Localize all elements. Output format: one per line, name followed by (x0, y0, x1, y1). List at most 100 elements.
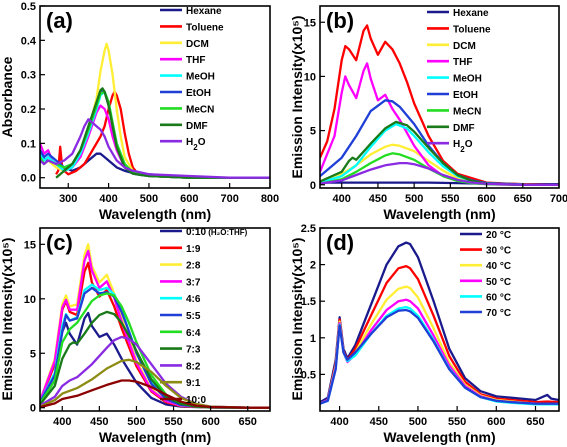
legend-label: MeCN (186, 104, 214, 115)
panel-0: 300 400 500 600 700 800 0.0 0.1 0.2 0.3 0.4 0.5 Wave… (0, 1, 279, 222)
panel-1: 400 450 500 550 600 650 700 0 5 10 15 Wavelength (n… (289, 5, 567, 222)
legend-label: 40 °C (486, 261, 511, 272)
legend-label: THF (186, 55, 205, 66)
x-tick-label: 550 (448, 416, 466, 428)
legend-label: MeOH (186, 72, 215, 83)
y-axis-title: Emission Intensity(x10⁵) (289, 16, 305, 179)
panel-label: (b) (326, 8, 354, 33)
x-tick-label: 300 (59, 193, 77, 205)
y-tick-label: 10 (24, 294, 36, 306)
y-tick-label: 15 (304, 17, 316, 29)
x-tick-label: 700 (550, 193, 567, 205)
series-line-4 (40, 90, 270, 179)
plot-frame (39, 5, 271, 189)
series-line-5 (320, 308, 559, 405)
legend-label: Hexane (453, 8, 489, 19)
y-tick-label: 15 (24, 239, 36, 251)
series-line-2 (40, 42, 270, 179)
y-tick-label: 0.3 (21, 70, 36, 82)
x-tick-label: 400 (333, 193, 351, 205)
legend-label: 5:5 (186, 311, 201, 322)
x-tick-label: 500 (140, 193, 158, 205)
plot-frame (39, 227, 271, 412)
legend-label: DMF (186, 121, 208, 132)
series-line-8 (40, 118, 270, 179)
y-tick-label: 1.5 (301, 296, 316, 308)
legend-label: MeCN (453, 106, 481, 117)
series-line-10 (40, 379, 270, 409)
y-tick-label: 0.0 (21, 173, 36, 185)
y-tick-label: 0.1 (21, 138, 36, 150)
legend-label: H2O (453, 139, 473, 154)
x-axis-title: Wavelength (nm) (99, 429, 211, 445)
x-tick-label: 550 (164, 416, 182, 428)
legend-label: 4:6 (186, 294, 201, 305)
legend-label: THF (453, 57, 472, 68)
series-line-1 (320, 24, 559, 186)
y-tick-label: 5 (30, 348, 36, 360)
y-tick-label: 0 (310, 180, 316, 192)
x-tick-label: 600 (487, 416, 505, 428)
legend-label: 50 °C (486, 277, 511, 288)
x-tick-label: 450 (90, 416, 108, 428)
legend-label: 6:4 (186, 328, 201, 339)
x-tick-label: 650 (239, 416, 257, 428)
x-tick-label: 400 (99, 193, 117, 205)
legend-label: Toluene (186, 22, 224, 33)
y-tick-label: 2.5 (301, 223, 316, 235)
series-line-0 (320, 241, 559, 404)
y-tick-label: 2 (310, 260, 316, 272)
y-tick-label: 0 (30, 403, 36, 415)
panel-label: (c) (46, 230, 73, 255)
y-axis-title: Emission Intensity(x10⁵) (289, 238, 305, 401)
legend-label: H2O (186, 137, 206, 152)
x-tick-label: 500 (127, 416, 145, 428)
legend-label: Toluene (453, 24, 491, 35)
panel-label: (a) (46, 8, 73, 33)
legend-label: 0:10 (H₂O:THF) (186, 227, 248, 238)
legend-label: 30 °C (486, 246, 511, 257)
legend-label: 70 °C (486, 308, 511, 319)
x-tick-label: 400 (53, 416, 71, 428)
series-line-7 (40, 310, 270, 409)
legend-label: 10:0 (186, 395, 206, 406)
y-tick-label: 5 (310, 126, 316, 138)
x-tick-label: 600 (201, 416, 219, 428)
legend-label: 7:3 (186, 345, 201, 356)
legend-label: 2:8 (186, 261, 201, 272)
legend-label: 60 °C (486, 292, 511, 303)
y-axis-title: Emission Intensity(x10⁵) (0, 238, 15, 401)
legend-label: 3:7 (186, 277, 201, 288)
legend-label: Hexane (186, 6, 222, 17)
y-tick-label: 0.4 (21, 35, 37, 47)
series-line-1 (320, 264, 559, 405)
legend-label: 8:2 (186, 361, 201, 372)
plot-frame (319, 5, 560, 189)
legend-label: DMF (453, 123, 475, 134)
x-tick-label: 600 (180, 193, 198, 205)
series-line-8 (320, 161, 559, 186)
legend-label: EtOH (453, 90, 478, 101)
plot-frame (319, 227, 560, 412)
y-tick-label: 0.5 (301, 369, 316, 381)
legend-label: EtOH (186, 88, 211, 99)
legend-label: DCM (453, 41, 476, 52)
panel-label: (d) (326, 230, 354, 255)
x-tick-label: 550 (441, 193, 459, 205)
y-tick-label: 0.2 (21, 104, 36, 116)
panel-2: 400 450 500 550 600 650 0 5 10 15 Wavelength (nm) E… (0, 227, 271, 445)
y-tick-label: 10 (304, 71, 316, 83)
x-tick-label: 450 (370, 416, 388, 428)
x-axis-title: Wavelength (nm) (99, 206, 211, 222)
x-axis-title: Wavelength (nm) (383, 206, 495, 222)
x-tick-label: 450 (369, 193, 387, 205)
x-tick-label: 700 (220, 193, 238, 205)
x-tick-label: 600 (477, 193, 495, 205)
series-line-3 (40, 104, 270, 179)
x-tick-label: 400 (330, 416, 348, 428)
legend-label: 20 °C (486, 230, 511, 241)
legend-label: 9:1 (186, 378, 201, 389)
y-tick-label: 1 (310, 333, 316, 345)
series-line-7 (55, 87, 270, 179)
